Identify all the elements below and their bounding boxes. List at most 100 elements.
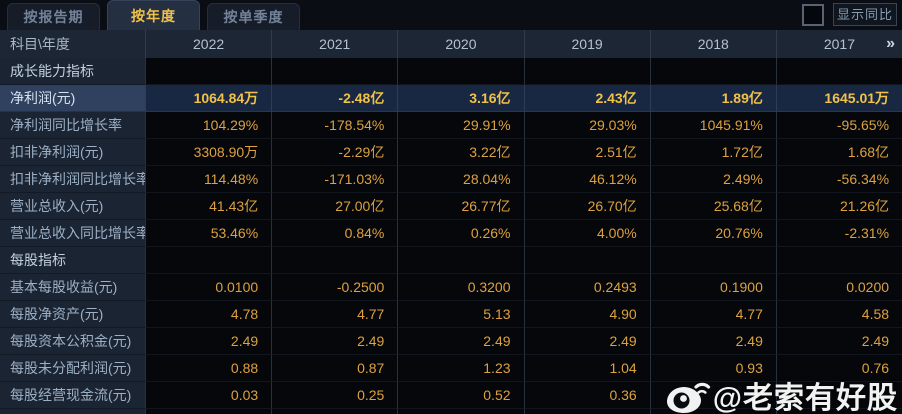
value-cell: 0.26%: [397, 220, 524, 247]
year-column-header: 2021: [271, 30, 397, 58]
section-row[interactable]: 每股指标: [0, 247, 902, 274]
value-cell: 2.49: [523, 328, 650, 355]
value-cell: 2.49: [649, 328, 776, 355]
value-cell: [523, 247, 650, 274]
table-row[interactable]: 每股未分配利润(元) 0.88 0.87 1.23 1.04 0.93 0.76: [0, 355, 902, 382]
value-cell: 2.49: [145, 328, 272, 355]
value-cell: 4.58: [775, 301, 902, 328]
table-body: 成长能力指标 净利润(元) 1064.84万 -2.48亿 3.16亿 2.43亿 1.89…: [0, 58, 902, 414]
show-yoy-button[interactable]: 显示同比: [833, 3, 897, 26]
value-cell: 2.51亿: [523, 139, 650, 166]
value-cell: 1064.84万: [145, 85, 272, 112]
table-row[interactable]: 每股经营现金流(元) 0.03 0.25 0.52 0.36: [0, 382, 902, 409]
value-cell: 2.49: [775, 328, 902, 355]
table-row[interactable]: 每股净资产(元) 4.78 4.77 5.13 4.90 4.77 4.58: [0, 301, 902, 328]
row-label: 营业总收入(元): [0, 193, 145, 220]
period-tabbar: 按报告期 按年度 按单季度 显示同比: [0, 0, 902, 30]
value-cell: [649, 247, 776, 274]
value-cell: 0.76: [775, 355, 902, 382]
value-cell: -95.65%: [775, 112, 902, 139]
value-cell: 4.78: [145, 301, 272, 328]
financials-table: 科目\年度 2022 2021 2020 2019 2018 2017 » 成长能力指标 净利润…: [0, 30, 902, 414]
value-cell: [649, 58, 776, 85]
value-cell: [523, 58, 650, 85]
year-column-header: 2017 »: [775, 30, 902, 58]
value-cell: [271, 247, 398, 274]
row-label: [0, 409, 145, 414]
value-cell: 4.77: [649, 301, 776, 328]
section-row[interactable]: 成长能力指标: [0, 58, 902, 85]
value-cell: -171.03%: [271, 166, 398, 193]
value-cell: 53.46%: [145, 220, 272, 247]
value-cell: [649, 409, 776, 414]
year-label: 2019: [571, 36, 603, 52]
row-label: 扣非净利润同比增长率: [0, 166, 145, 193]
table-row[interactable]: 净利润同比增长率 104.29% -178.54% 29.91% 29.03% 1045.…: [0, 112, 902, 139]
value-cell: [775, 409, 902, 414]
row-label: 每股未分配利润(元): [0, 355, 145, 382]
tab-0[interactable]: 按报告期: [7, 3, 100, 30]
value-cell: 114.48%: [145, 166, 272, 193]
year-label: 2022: [193, 36, 225, 52]
value-cell: 0.03: [145, 382, 272, 409]
value-cell: 27.00亿: [271, 193, 398, 220]
value-cell: 1.23: [397, 355, 524, 382]
value-cell: [397, 58, 524, 85]
value-cell: 29.03%: [523, 112, 650, 139]
value-cell: [397, 409, 524, 414]
row-label: 每股指标: [0, 247, 145, 274]
table-row[interactable]: 每股资本公积金(元) 2.49 2.49 2.49 2.49 2.49 2.49: [0, 328, 902, 355]
value-cell: 4.77: [271, 301, 398, 328]
row-label: 净利润同比增长率: [0, 112, 145, 139]
value-cell: -2.48亿: [271, 85, 398, 112]
row-label: 成长能力指标: [0, 58, 145, 85]
value-cell: 104.29%: [145, 112, 272, 139]
more-years-icon[interactable]: »: [886, 35, 896, 52]
value-cell: 1.89亿: [649, 85, 776, 112]
value-cell: [145, 409, 272, 414]
table-row[interactable]: 扣非净利润同比增长率 114.48% -171.03% 28.04% 46.12% 2.4…: [0, 166, 902, 193]
table-row[interactable]: 基本每股收益(元) 0.0100 -0.2500 0.3200 0.2493 0.1900…: [0, 274, 902, 301]
value-cell: [523, 409, 650, 414]
value-cell: 3308.90万: [145, 139, 272, 166]
value-cell: 21.26亿: [775, 193, 902, 220]
value-cell: 3.16亿: [397, 85, 524, 112]
table-row[interactable]: 净利润(元) 1064.84万 -2.48亿 3.16亿 2.43亿 1.89亿 1645.…: [0, 85, 902, 112]
value-cell: 2.43亿: [523, 85, 650, 112]
value-cell: 5.13: [397, 301, 524, 328]
value-cell: 0.1900: [649, 274, 776, 301]
table-row-partial: [0, 409, 902, 414]
year-column-header: 2018: [649, 30, 776, 58]
value-cell: -56.34%: [775, 166, 902, 193]
table-row[interactable]: 营业总收入(元) 41.43亿 27.00亿 26.77亿 26.70亿 25.68亿 21…: [0, 193, 902, 220]
value-cell: [271, 409, 398, 414]
row-label: 每股净资产(元): [0, 301, 145, 328]
value-cell: [145, 247, 272, 274]
value-cell: -2.31%: [775, 220, 902, 247]
show-yoy-checkbox[interactable]: [802, 3, 824, 26]
value-cell: 0.0200: [775, 274, 902, 301]
tab-1-active[interactable]: 按年度: [107, 0, 200, 30]
value-cell: 2.49: [271, 328, 398, 355]
table-header-row: 科目\年度 2022 2021 2020 2019 2018 2017 »: [0, 30, 902, 58]
yoy-controls: 显示同比: [802, 3, 897, 26]
value-cell: [775, 247, 902, 274]
value-cell: [397, 247, 524, 274]
row-label: 净利润(元): [0, 85, 145, 112]
value-cell: 3.22亿: [397, 139, 524, 166]
value-cell: 0.88: [145, 355, 272, 382]
value-cell: 28.04%: [397, 166, 524, 193]
value-cell: 1045.91%: [649, 112, 776, 139]
year-label: 2017: [823, 36, 856, 52]
value-cell: 0.52: [397, 382, 524, 409]
table-row[interactable]: 扣非净利润(元) 3308.90万 -2.29亿 3.22亿 2.51亿 1.72亿 1.6…: [0, 139, 902, 166]
tab-2[interactable]: 按单季度: [207, 3, 300, 30]
value-cell: 0.3200: [397, 274, 524, 301]
value-cell: 1645.01万: [775, 85, 902, 112]
table-row[interactable]: 营业总收入同比增长率 53.46% 0.84% 0.26% 4.00% 20.76% -2.…: [0, 220, 902, 247]
year-label: 2018: [697, 36, 729, 52]
value-cell: -2.29亿: [271, 139, 398, 166]
value-cell: 26.70亿: [523, 193, 650, 220]
corner-header: 科目\年度: [10, 36, 70, 52]
row-label: 每股资本公积金(元): [0, 328, 145, 355]
